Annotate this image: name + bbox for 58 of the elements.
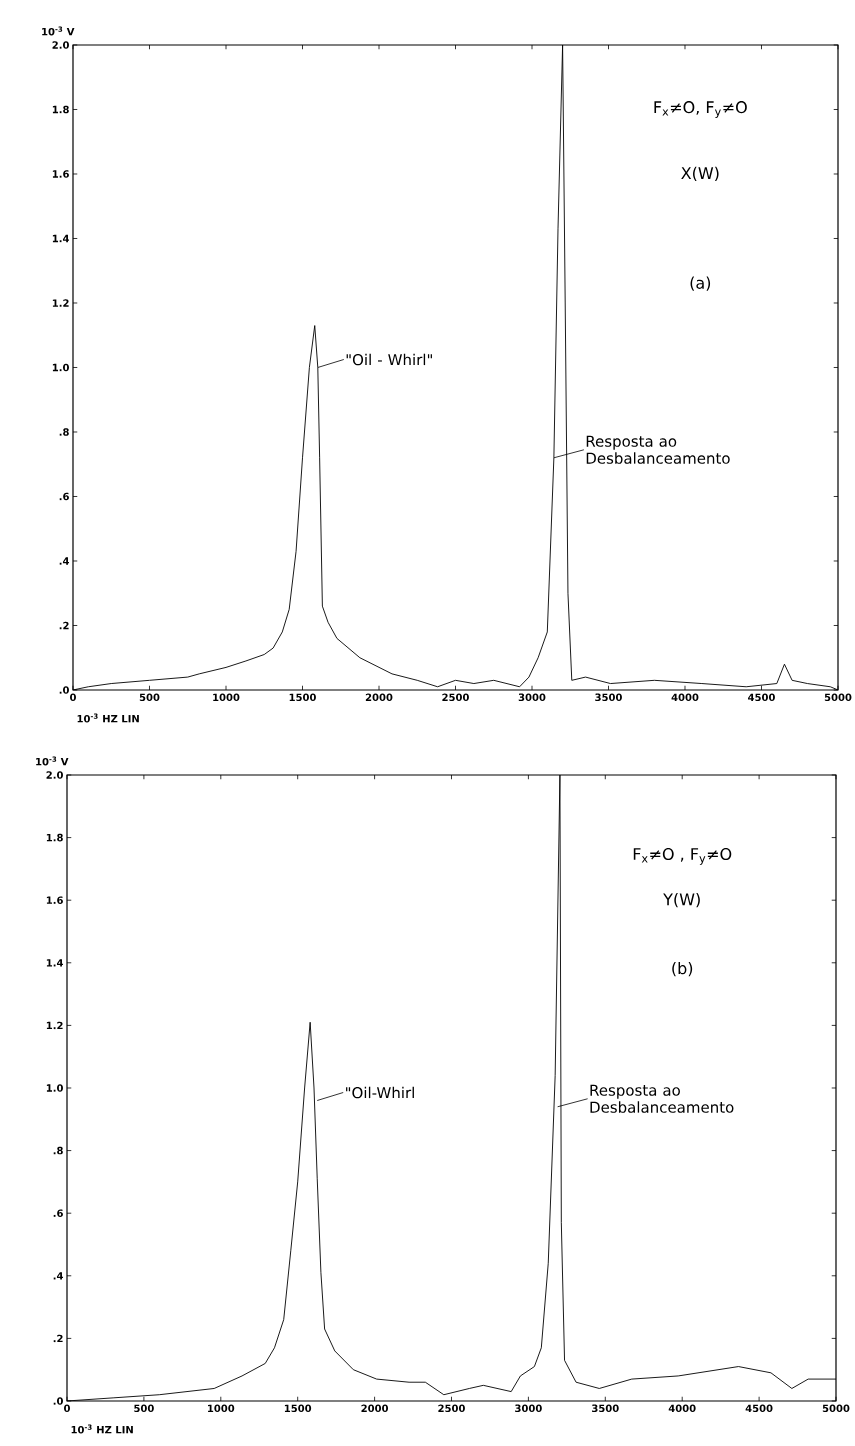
y-tick-label: 1.8 <box>52 105 69 114</box>
annotation: X(W) <box>681 166 719 182</box>
x-axis-title: 10$^{-3}$ HZ LIN <box>77 713 139 723</box>
x-tick-label: 2500 <box>438 1404 465 1413</box>
y-tick-label: 1.4 <box>52 234 69 243</box>
x-tick-label: 5000 <box>822 1404 850 1413</box>
y-tick-label: .4 <box>53 1272 63 1280</box>
y-tick-label: 1.0 <box>52 363 69 372</box>
y-tick-label: 1.0 <box>46 1084 63 1092</box>
x-tick-label: 1500 <box>284 1404 312 1413</box>
x-tick-label: 2000 <box>365 693 393 702</box>
annotation: "Oil - Whirl" <box>346 353 432 366</box>
y-tick-label: .2 <box>59 621 69 630</box>
y-tick-label: 1.4 <box>46 959 63 967</box>
x-tick-label: 3000 <box>518 693 546 702</box>
x-tick-label: 3500 <box>591 1404 619 1413</box>
x-tick-label: 3000 <box>515 1404 542 1413</box>
y-tick-label: 2.0 <box>46 771 63 779</box>
annotation: (b) <box>672 961 693 977</box>
x-tick-label: 4000 <box>671 693 699 702</box>
x-tick-label: 1500 <box>289 693 316 702</box>
x-tick-label: 0 <box>69 693 76 702</box>
y-tick-label: .8 <box>59 428 69 436</box>
y-tick-label: 1.6 <box>46 896 63 904</box>
x-tick-label: 5000 <box>824 693 852 702</box>
annotation: Resposta ao Desbalanceamento <box>590 1084 734 1113</box>
y-axis-title: 10$^{-3}$ V <box>36 756 69 766</box>
annotation: F$_{x}$≠O , F$_{y}$≠O <box>633 847 732 865</box>
x-tick-label: 0 <box>63 1404 70 1413</box>
y-tick-label: 1.8 <box>46 833 63 842</box>
x-axis-title: 10$^{-3}$ HZ LIN <box>71 1424 133 1434</box>
y-tick-label: 1.6 <box>52 170 69 178</box>
x-tick-label: 500 <box>134 1404 154 1413</box>
annotation: Y(W) <box>663 893 700 908</box>
y-tick-label: .6 <box>53 1209 63 1217</box>
x-tick-label: 4000 <box>668 1404 696 1413</box>
x-tick-label: 2500 <box>442 693 469 702</box>
annotation: "Oil-Whirl <box>345 1086 414 1099</box>
y-tick-label: .2 <box>53 1334 63 1343</box>
annotation: F$_{x}$≠O, F$_{y}$≠O <box>654 101 747 118</box>
x-tick-label: 1000 <box>207 1404 235 1413</box>
y-tick-label: .0 <box>59 686 69 694</box>
y-tick-label: 1.2 <box>52 299 69 307</box>
annotation: (a) <box>690 276 710 291</box>
y-tick-label: 2.0 <box>52 41 69 49</box>
x-tick-label: 3500 <box>595 693 622 702</box>
y-tick-label: .4 <box>59 557 69 565</box>
y-tick-label: .8 <box>53 1146 63 1155</box>
x-tick-label: 4500 <box>747 693 775 702</box>
x-tick-label: 500 <box>139 693 160 702</box>
x-tick-label: 4500 <box>745 1404 773 1413</box>
y-tick-label: 1.2 <box>46 1021 63 1030</box>
annotation: Resposta ao Desbalanceamento <box>586 435 730 464</box>
y-tick-label: .0 <box>53 1397 63 1405</box>
y-axis-title: 10$^{-3}$ V <box>42 26 75 36</box>
x-tick-label: 2000 <box>361 1404 388 1413</box>
y-tick-label: .6 <box>59 492 69 501</box>
x-tick-label: 1000 <box>213 693 240 702</box>
